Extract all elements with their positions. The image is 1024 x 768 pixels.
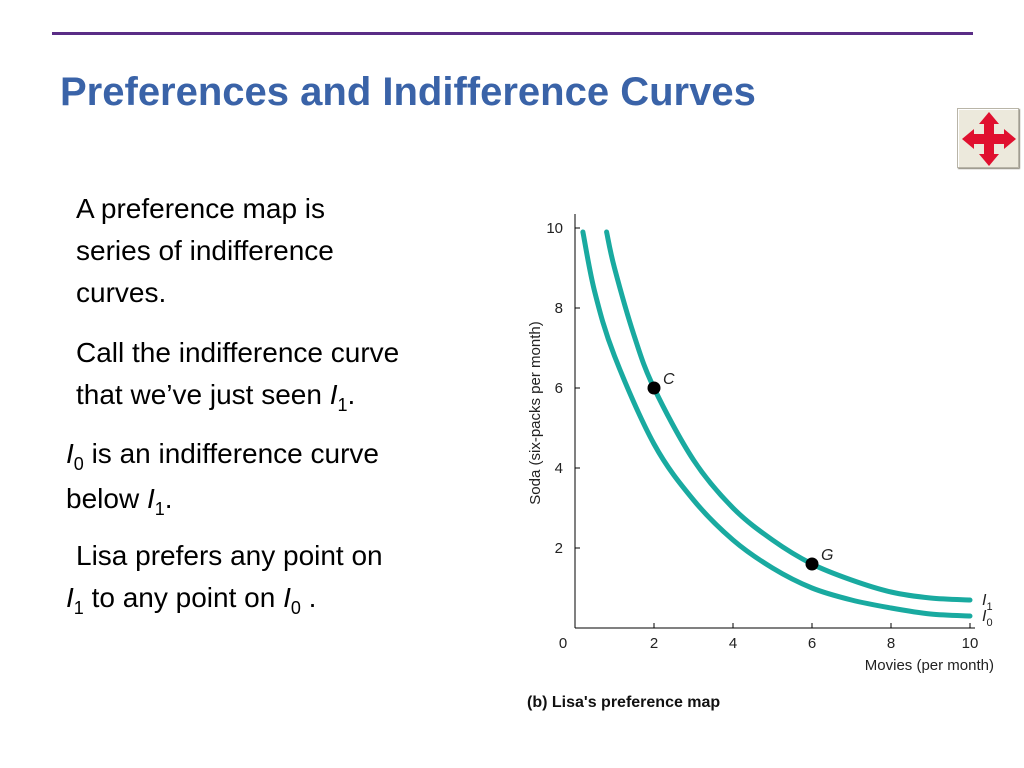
y-tick-label: 8 <box>555 300 563 317</box>
curve-label-i1: I1 <box>982 592 993 613</box>
p3-line2-var: I <box>146 483 155 514</box>
p4-end: . <box>300 582 317 613</box>
p4-var1: I <box>66 582 74 613</box>
p3-line1: I0 is an indifference curve <box>66 433 379 478</box>
y-tick-label: 10 <box>546 220 563 237</box>
p4-line2: I1 to any point on I0 . <box>66 577 383 622</box>
p2-line2-text: that we’ve just seen <box>76 379 330 410</box>
indifference-curve-i0 <box>580 229 973 619</box>
indifference-curve-i1 <box>604 229 973 603</box>
x-tick-label: 8 <box>887 635 895 652</box>
slide-title: Preferences and Indifference Curves <box>60 70 756 114</box>
p2-line2: that we’ve just seen I1. <box>76 374 399 419</box>
x-tick-label: 10 <box>962 635 979 652</box>
p3-var: I <box>66 438 74 469</box>
x-tick-label: 6 <box>808 635 816 652</box>
p1-line3: curves. <box>76 277 167 308</box>
x-tick-label: 0 <box>559 635 567 652</box>
navigation-button[interactable] <box>957 108 1019 168</box>
y-tick-label: 6 <box>555 380 563 397</box>
top-rule <box>52 32 973 35</box>
paragraph-preference-map: A preference map is series of indifferen… <box>76 188 334 314</box>
x-tick-label: 2 <box>650 635 658 652</box>
p4-mid: to any point on <box>83 582 284 613</box>
p1-line1: A preference map is <box>76 193 326 224</box>
p2-var: I <box>329 379 338 410</box>
p4-sub1: 1 <box>73 598 84 618</box>
x-axis-label: Movies (per month) <box>865 657 994 674</box>
p2-line1: Call the indifference curve <box>76 337 400 368</box>
p1-line2: series of indifference <box>76 235 334 266</box>
p4-var2: I <box>283 582 291 613</box>
y-axis-label: Soda (six-packs per month) <box>527 321 544 504</box>
y-tick-label: 2 <box>555 540 563 557</box>
p2-end: . <box>347 379 356 410</box>
y-tick-label: 4 <box>555 460 563 477</box>
chart-caption: (b) Lisa's preference map <box>527 694 720 711</box>
point-c <box>647 381 661 395</box>
paragraph-lisa-prefers: Lisa prefers any point on I1 to any poin… <box>66 535 383 622</box>
point-label-c: C <box>663 371 675 388</box>
paragraph-i0-below: I0 is an indifference curve below I1. <box>66 433 379 523</box>
paragraph-call-curve: Call the indifference curve that we’ve j… <box>76 332 399 419</box>
p3-sub: 0 <box>73 454 84 474</box>
p2-sub: 1 <box>337 395 348 415</box>
point-g <box>805 557 819 571</box>
p3-line1-text: is an indifference curve <box>83 438 379 469</box>
x-tick-label: 4 <box>729 635 737 652</box>
curve-label-i0: I0 <box>982 608 993 629</box>
p3-line2-sub: 1 <box>154 499 165 519</box>
point-label-g: G <box>821 547 833 564</box>
preference-map-chart: 0 2 4 6 8 10 2 4 6 8 10 Movies (per month) Soda (six… <box>527 214 994 711</box>
four-way-arrows-icon <box>962 112 1016 166</box>
p4-line1: Lisa prefers any point on <box>76 540 383 571</box>
p3-line2-text: below <box>66 483 147 514</box>
p3-line2-end: . <box>164 483 173 514</box>
p3-line2: below I1. <box>66 478 379 523</box>
p4-sub2: 0 <box>290 598 301 618</box>
